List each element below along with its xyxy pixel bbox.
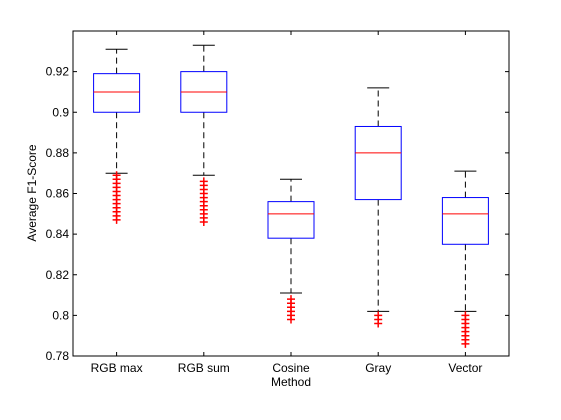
outlier-marker: [287, 295, 295, 304]
boxes: [93, 44, 489, 348]
y-tick-label: 0.86: [46, 187, 70, 201]
outlier-marker: [112, 171, 121, 180]
box-group: [180, 44, 228, 226]
x-tick-label: Method: [271, 375, 311, 389]
box: [441, 197, 489, 245]
box-group: [93, 48, 141, 224]
box-group: [354, 87, 402, 328]
outlier-marker: [199, 177, 208, 186]
outlier-marker: [374, 311, 383, 320]
box: [93, 73, 141, 113]
outlier-marker: [461, 311, 470, 320]
x-tick-label: RGB sum: [178, 361, 230, 375]
x-tick-label: RGB max: [91, 361, 143, 375]
y-tick-label: 0.78: [46, 349, 70, 363]
y-axis: 0.78 0.8 0.82 0.84 0.86 0.88 0.9 0.92: [46, 65, 509, 363]
box-group: [267, 178, 315, 324]
y-tick-label: 0.84: [46, 227, 70, 241]
y-tick-label: 0.88: [46, 146, 70, 160]
box: [267, 201, 315, 239]
x-tick-label: Gray: [365, 361, 391, 375]
y-tick-label: 0.9: [52, 105, 69, 119]
y-tick-label: 0.92: [46, 65, 70, 79]
x-tick-label: Cosine: [272, 361, 310, 375]
y-tick-label: 0.8: [52, 308, 69, 322]
box-group: [441, 170, 489, 348]
y-axis-label: Average F1-Score: [25, 144, 39, 241]
y-tick-label: 0.82: [46, 268, 70, 282]
x-tick-label: Vector: [448, 361, 482, 375]
box: [354, 125, 402, 201]
